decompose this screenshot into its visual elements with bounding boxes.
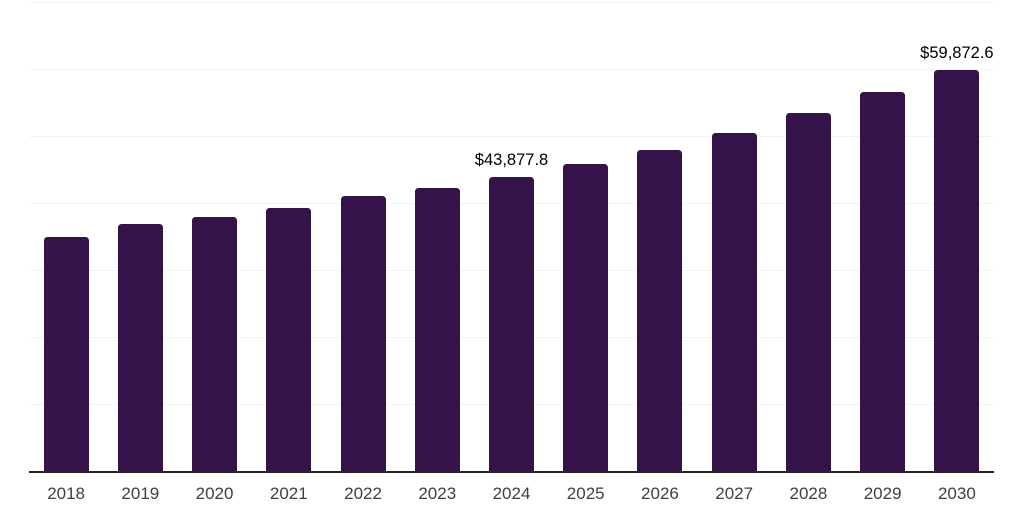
- x-tick-label-2018: 2018: [47, 484, 86, 503]
- x-tick-label-2021: 2021: [269, 484, 308, 503]
- x-tick-label-2020: 2020: [195, 484, 234, 503]
- bar-2019: [117, 224, 163, 472]
- data-label-2030: $59,872.6: [920, 43, 994, 62]
- x-tick-label-2026: 2026: [641, 484, 679, 503]
- x-tick-label-2024: 2024: [492, 484, 531, 503]
- x-axis-line: [29, 470, 994, 473]
- bar-2023: [414, 187, 460, 472]
- bar-2030: [934, 69, 980, 472]
- bar-2029: [860, 92, 906, 472]
- data-label-2024: $43,877.8: [474, 151, 549, 170]
- x-tick-label-2027: 2027: [715, 484, 754, 503]
- bar-2018: [43, 237, 89, 472]
- bar-2027: [711, 132, 757, 472]
- bar-2026: [637, 150, 683, 472]
- gridline-70000: [29, 2, 994, 3]
- x-tick-label-2028: 2028: [789, 484, 828, 503]
- bar-2022: [340, 196, 386, 472]
- bar-2020: [192, 216, 238, 472]
- x-tick-label-2030: 2030: [937, 484, 976, 503]
- x-tick-label-2029: 2029: [863, 484, 902, 503]
- x-tick-label-2022: 2022: [344, 484, 382, 503]
- x-tick-label-2019: 2019: [121, 484, 160, 503]
- bar-2024: [489, 177, 534, 472]
- x-tick-label-2025: 2025: [566, 484, 605, 503]
- gridline-50000: [29, 136, 994, 138]
- bar-2025: [563, 163, 609, 472]
- x-tick-label-2023: 2023: [418, 484, 457, 503]
- bar-2028: [785, 113, 831, 472]
- gridline-60000: [29, 69, 994, 71]
- bar-2021: [266, 208, 312, 472]
